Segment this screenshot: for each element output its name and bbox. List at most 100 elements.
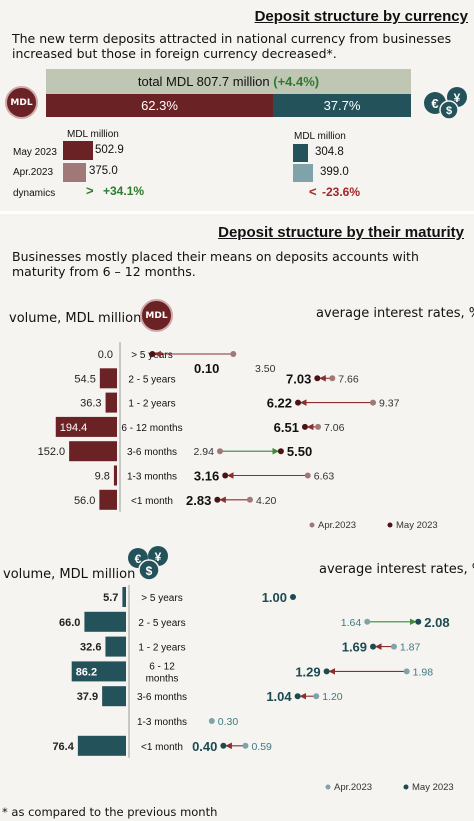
volume-bar xyxy=(69,441,117,462)
total-label: total MDL 807.7 million xyxy=(137,74,270,89)
volume-value-label: 37.9 xyxy=(77,691,98,703)
mdl-apr-bar xyxy=(63,163,86,182)
category-label: > 5 years xyxy=(141,593,182,604)
total-label-row: total MDL 807.7 million (+4.4%) xyxy=(46,69,411,94)
fx-dynamics: -23.6% xyxy=(322,185,361,199)
total-bar xyxy=(46,69,411,94)
mdl-share-bar: 62.3% xyxy=(46,94,273,117)
fx-rate-label: average interest rates, % xyxy=(319,562,474,577)
legend-may-dot xyxy=(387,522,393,528)
svg-text:$: $ xyxy=(446,105,452,117)
volume-value-label: 152.0 xyxy=(38,446,66,458)
category-label: 2 - 5 years xyxy=(138,618,185,629)
may-rate-dot xyxy=(323,668,330,675)
mdl-volume-label: volume, MDL million xyxy=(9,311,142,326)
legend-apr-dot xyxy=(309,522,315,528)
category-label: months xyxy=(146,673,179,684)
svg-text:¥: ¥ xyxy=(454,91,461,105)
may-rate-label: 0.40 xyxy=(192,739,217,754)
volume-value-label: 76.4 xyxy=(52,741,74,753)
fx-apr-value: 399.0 xyxy=(320,166,349,178)
mdl-chart-badge: MDL xyxy=(140,299,173,332)
category-label: 1 - 2 years xyxy=(128,399,175,410)
category-label: <1 month xyxy=(131,496,173,507)
category-label: <1 month xyxy=(141,742,183,753)
fx-may-bar xyxy=(293,144,308,162)
fx-chart-coins-icon: € ¥ $ xyxy=(127,545,171,581)
section2-description: Businesses mostly placed their means on … xyxy=(12,249,419,279)
apr-rate-dot xyxy=(370,399,377,406)
apr-rate-label: 7.66 xyxy=(338,373,359,385)
mdl-dynamics: +34.1% xyxy=(103,184,145,198)
svg-text:€: € xyxy=(135,552,142,566)
category-label: 6 - 12 months xyxy=(121,423,182,434)
volume-value-label: 86.2 xyxy=(76,666,97,678)
apr-rate-dot xyxy=(364,618,371,625)
category-label: 6 - 12 xyxy=(149,661,175,672)
apr-rate-label: 0.30 xyxy=(218,716,239,728)
apr-rate-label: 6.63 xyxy=(314,471,335,483)
section2-title: Deposit structure by their maturity xyxy=(218,224,464,241)
volume-bar xyxy=(105,636,126,657)
category-label: 2 - 5 years xyxy=(128,374,175,385)
volume-bar xyxy=(71,661,126,682)
category-label: 3-6 months xyxy=(127,447,177,458)
fx-apr-bar xyxy=(293,164,313,182)
svg-text:€: € xyxy=(431,96,438,111)
volume-bar xyxy=(77,735,126,756)
mdl-rate-label: average interest rates, % xyxy=(316,306,474,321)
category-label: 1-3 months xyxy=(127,472,177,483)
may-rate-dot xyxy=(295,399,302,406)
volume-bar xyxy=(102,686,126,707)
volume-value-label: 66.0 xyxy=(59,617,80,629)
category-label: 1-3 months xyxy=(137,717,187,728)
may-rate-dot xyxy=(277,448,284,455)
apr-rate-dot xyxy=(230,351,237,357)
apr-rate-dot xyxy=(216,448,223,455)
apr-rate-label: 2.94 xyxy=(194,446,215,458)
apr-rate-dot xyxy=(242,742,249,749)
may-rate-label: 1.29 xyxy=(295,664,320,679)
volume-value-label: 194.4 xyxy=(60,422,88,434)
legend-may-label: May 2023 xyxy=(412,782,454,793)
section1-description: The new term deposits attracted in natio… xyxy=(12,31,452,61)
volume-bar xyxy=(113,465,117,486)
category-label: 3-6 months xyxy=(137,692,187,703)
apr-rate-dot xyxy=(390,643,397,650)
may-rate-dot xyxy=(220,742,227,749)
may-rate-dot xyxy=(214,496,221,503)
svg-text:$: $ xyxy=(146,564,153,578)
row-label-dynamics: dynamics xyxy=(13,188,56,199)
may-rate-label: 7.03 xyxy=(286,371,311,386)
legend-apr-label: Apr.2023 xyxy=(318,520,356,531)
fx-down-arrow: < xyxy=(309,184,317,199)
may-rate-dot xyxy=(294,693,301,700)
legend-apr-dot xyxy=(325,784,331,790)
mdl-may-bar xyxy=(63,141,93,160)
row-label-may: May 2023 xyxy=(13,147,57,158)
volume-value-label: 56.0 xyxy=(74,495,95,507)
section1-title: Deposit structure by currency xyxy=(254,8,468,25)
volume-value-label: 54.5 xyxy=(74,373,95,385)
apr-rate-dot xyxy=(329,375,336,382)
may-rate-label: 5.50 xyxy=(287,444,312,459)
apr-rate-label: 1.64 xyxy=(341,617,362,629)
apr-rate-label: 9.37 xyxy=(379,398,400,410)
may-rate-dot xyxy=(290,594,296,600)
apr-rate-dot xyxy=(313,693,320,700)
footnote: * as compared to the previous month xyxy=(2,805,218,819)
may-rate-label: 0.10 xyxy=(194,361,219,376)
mdl-apr-value: 375.0 xyxy=(89,165,118,177)
volume-bar xyxy=(99,489,117,510)
mdl-badge: MDL xyxy=(5,86,38,119)
apr-rate-label: 3.50 xyxy=(255,363,276,375)
fx-unit-label: MDL million xyxy=(294,131,346,142)
row-label-apr: Apr.2023 xyxy=(13,167,54,178)
legend-may-label: May 2023 xyxy=(396,520,438,531)
may-rate-label: 2.08 xyxy=(424,615,449,630)
legend-may-dot xyxy=(403,784,409,790)
fx-may-value: 304.8 xyxy=(315,146,344,158)
may-rate-dot xyxy=(301,423,308,430)
section-divider xyxy=(0,211,474,214)
